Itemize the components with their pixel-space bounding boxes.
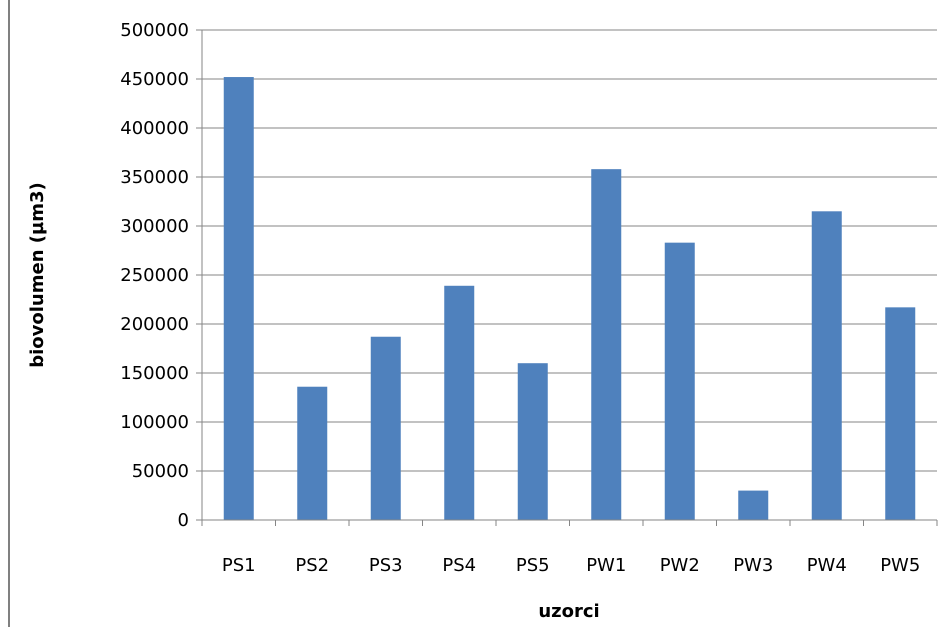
x-tick-label: PS3 bbox=[369, 555, 403, 576]
y-axis-title: biovolumen (µm3) bbox=[27, 182, 48, 368]
bar-pw3 bbox=[738, 490, 769, 520]
bar-pw2 bbox=[664, 242, 695, 520]
x-tick-label: PS2 bbox=[295, 555, 329, 576]
y-tick-labels: 0 50000 100000 150000 200000 250000 300000 3500… bbox=[120, 20, 189, 531]
bar-ps3 bbox=[370, 336, 401, 520]
y-tick-label: 450000 bbox=[120, 69, 189, 90]
y-tick-label: 400000 bbox=[120, 118, 189, 139]
x-tick-label: PW2 bbox=[660, 555, 700, 576]
bar-ps2 bbox=[297, 386, 328, 520]
bars bbox=[223, 77, 916, 521]
y-tick-label: 100000 bbox=[120, 412, 189, 433]
x-tick-label: PS1 bbox=[222, 555, 256, 576]
x-tick-label: PW5 bbox=[880, 555, 920, 576]
bar-pw1 bbox=[591, 169, 622, 520]
bar-pw5 bbox=[885, 307, 916, 520]
y-tick-label: 300000 bbox=[120, 216, 189, 237]
x-tick-label: PS4 bbox=[442, 555, 476, 576]
y-tick-label: 500000 bbox=[120, 20, 189, 41]
x-tick-label: PS5 bbox=[516, 555, 550, 576]
y-tick-label: 250000 bbox=[120, 265, 189, 286]
y-tick-label: 350000 bbox=[120, 167, 189, 188]
bar-ps1 bbox=[223, 77, 254, 520]
y-tick-label: 150000 bbox=[120, 363, 189, 384]
axes bbox=[196, 29, 938, 526]
x-tick-labels: PS1 PS2 PS3 PS4 PS5 PW1 PW2 PW3 PW4 PW5 bbox=[222, 555, 920, 576]
y-tick-label: 50000 bbox=[132, 461, 189, 482]
bar-pw4 bbox=[811, 211, 842, 521]
x-tick-label: PW4 bbox=[807, 555, 847, 576]
bar-ps4 bbox=[444, 285, 475, 520]
bar-ps5 bbox=[517, 363, 548, 520]
x-axis-title: uzorci bbox=[538, 601, 599, 622]
x-tick-label: PW1 bbox=[586, 555, 626, 576]
y-tick-label: 0 bbox=[178, 510, 189, 531]
y-tick-label: 200000 bbox=[120, 314, 189, 335]
x-tick-label: PW3 bbox=[733, 555, 773, 576]
